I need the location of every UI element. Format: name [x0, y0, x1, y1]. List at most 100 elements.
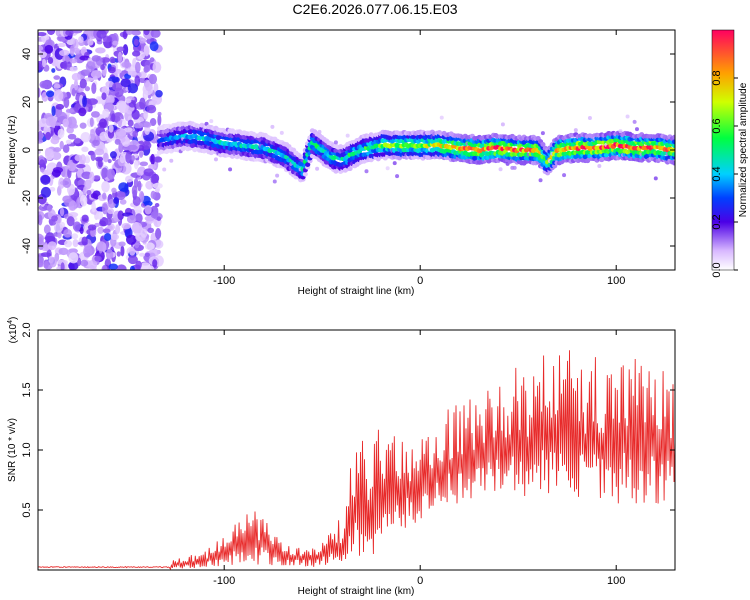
noise-cell	[149, 41, 159, 52]
noise-cell	[99, 131, 109, 142]
noise-cell	[127, 255, 138, 265]
noise-cell	[95, 211, 104, 220]
noise-cell	[133, 177, 139, 188]
noise-cell	[71, 87, 76, 97]
noise-cell	[111, 113, 116, 122]
noise-cell	[38, 214, 43, 226]
noise-cell	[102, 203, 108, 215]
noise-cell	[77, 257, 82, 267]
noise-cell	[80, 131, 91, 143]
scatter-cell	[364, 169, 369, 174]
noise-cell	[57, 128, 65, 139]
noise-cell	[105, 248, 114, 260]
noise-cell	[38, 45, 44, 51]
noise-cell	[131, 222, 143, 234]
noise-cell	[149, 118, 157, 127]
x-tick-label: 0	[417, 575, 423, 587]
noise-cell	[79, 226, 84, 235]
noise-cell	[105, 80, 114, 88]
noise-cell	[155, 228, 162, 240]
noise-cell	[73, 38, 79, 50]
noise-cell	[80, 259, 89, 267]
noise-cell	[107, 208, 115, 215]
y-tick-label: 40	[21, 48, 33, 60]
noise-cell	[127, 144, 138, 151]
noise-cell	[84, 179, 92, 190]
spectrogram-panel: -100 0 100 -40 -20 0 20 40 Height of straight …	[7, 29, 676, 297]
noise-cell	[135, 232, 146, 242]
noise-cell	[94, 148, 105, 156]
snr-panel: -100 0 100 0.5 1.0 1.5 2.0 Height of straight…	[7, 317, 676, 597]
noise-cell	[69, 45, 75, 57]
noise-cell	[106, 94, 115, 105]
noise-cell	[85, 61, 96, 73]
noise-cell	[143, 46, 150, 57]
noise-cell	[127, 83, 139, 94]
noise-cell	[120, 78, 131, 88]
noise-cell	[102, 228, 111, 234]
noise-cell	[150, 174, 158, 184]
x-tick-label: 100	[607, 575, 625, 587]
noise-cell	[116, 264, 127, 270]
noise-cell	[126, 215, 137, 224]
x-tick-label: -100	[213, 275, 235, 287]
x-tick-label: 100	[607, 275, 625, 287]
noise-cell	[66, 216, 75, 227]
noise-cell	[76, 167, 83, 179]
noise-cell	[114, 138, 121, 145]
noise-cell	[132, 196, 141, 207]
noise-cell	[127, 119, 134, 127]
noise-cell	[40, 252, 52, 258]
noise-cell	[38, 259, 44, 268]
noise-cell	[65, 108, 75, 113]
colorbar-ticks: 0.0 0.2 0.4 0.6 0.8	[711, 70, 738, 278]
scatter-cell	[317, 129, 322, 134]
noise-cell	[111, 187, 117, 194]
noise-cell	[91, 55, 101, 62]
noise-cell	[121, 222, 131, 230]
noise-cell	[139, 151, 144, 158]
noise-cell	[55, 103, 65, 110]
noise-cell	[94, 255, 102, 262]
noise-cell	[114, 112, 122, 117]
noise-cell	[46, 204, 53, 212]
noise-cell	[38, 87, 41, 98]
noise-cell	[133, 38, 139, 47]
noise-cell	[145, 180, 154, 190]
colorbar-tick-label: 0.4	[711, 166, 723, 181]
noise-cell	[79, 122, 87, 129]
noise-cell	[38, 233, 44, 245]
y-tick-label: 0	[21, 147, 33, 153]
scatter-cell	[275, 173, 280, 178]
noise-cell	[67, 133, 77, 140]
noise-cell	[152, 61, 162, 73]
y-tick-label: 1.0	[21, 442, 33, 457]
noise-cell	[62, 195, 72, 203]
scatter-cell	[315, 166, 320, 171]
scatter-cell	[333, 140, 338, 145]
scatter-cell	[562, 173, 567, 178]
noise-cell	[133, 204, 142, 217]
noise-cell	[138, 37, 147, 44]
scatter-cell	[634, 127, 639, 132]
noise-cell	[59, 207, 65, 217]
colorbar: 0.0 0.2 0.4 0.6 0.8 Normalized spectral ampl…	[711, 29, 749, 278]
noise-cell	[92, 139, 100, 147]
noise-cell	[72, 30, 83, 34]
ridge-cell	[672, 134, 675, 140]
noise-cell	[101, 264, 108, 270]
scatter-cell	[653, 176, 658, 181]
scatter-cell	[597, 163, 602, 168]
noise-cell	[108, 263, 118, 270]
noise-cell	[135, 61, 141, 74]
noise-cell	[53, 75, 61, 80]
snr-y-label: SNR (10 * v/v)	[7, 418, 18, 482]
noise-cell	[129, 265, 135, 270]
noise-cell	[63, 60, 68, 70]
noise-cell	[69, 66, 78, 72]
noise-cell	[69, 58, 78, 64]
noise-cell	[42, 58, 47, 68]
scatter-cell	[385, 166, 390, 171]
noise-cell	[45, 116, 57, 127]
noise-cell	[60, 262, 65, 270]
